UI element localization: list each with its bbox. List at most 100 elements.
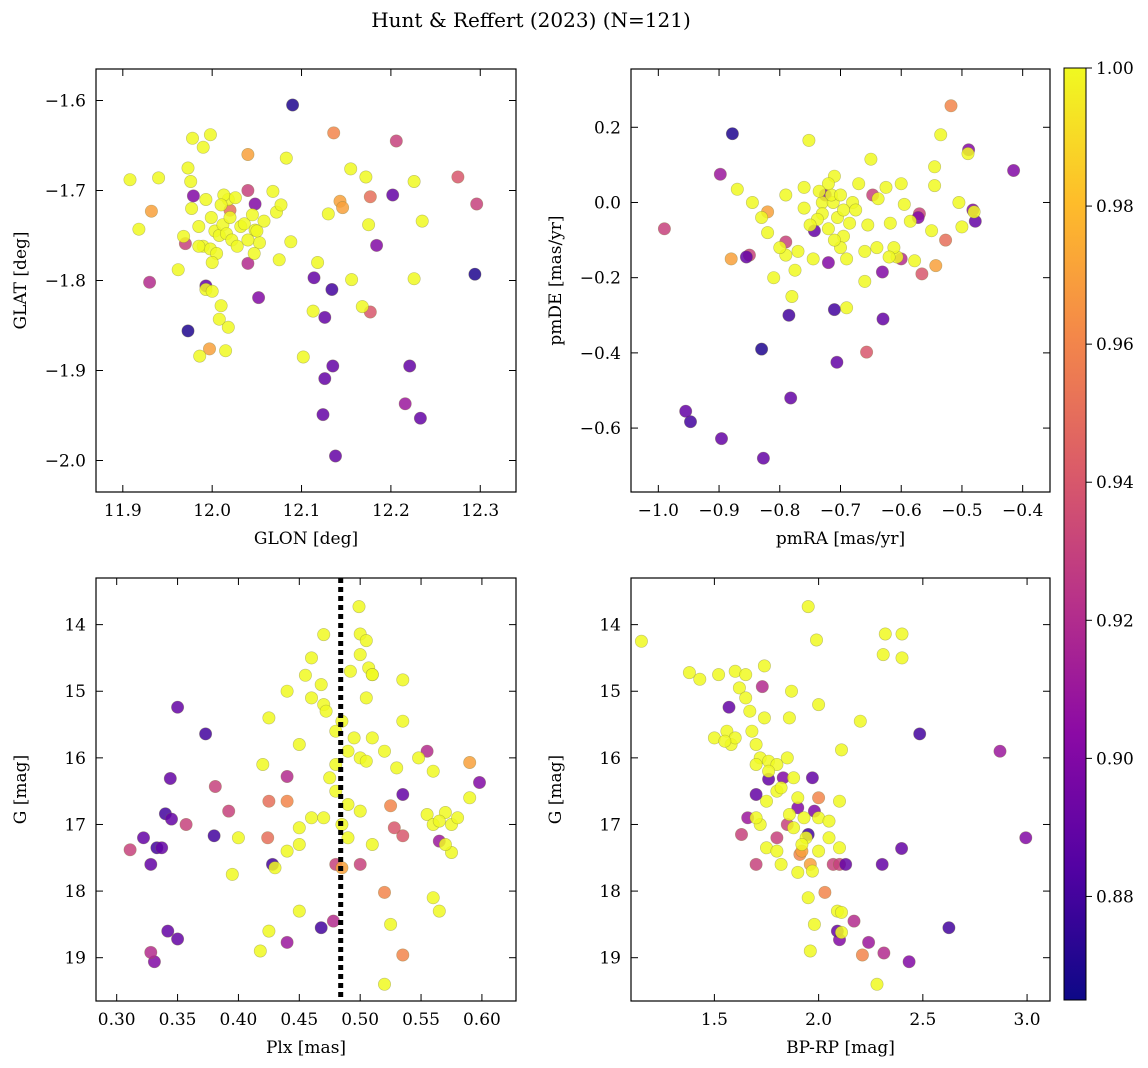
scatter-point	[967, 205, 981, 219]
scatter-point	[714, 432, 728, 446]
scatter-point	[805, 771, 819, 785]
scatter-point	[894, 177, 908, 191]
x-tick-label: 0.35	[159, 1010, 197, 1030]
scatter-point	[353, 648, 367, 662]
scatter-point	[359, 634, 373, 648]
scatter-point	[834, 925, 848, 939]
scatter-point	[858, 274, 872, 288]
scatter-point	[241, 256, 255, 270]
scatter-point	[756, 451, 770, 465]
scatter-point	[184, 175, 198, 189]
scatter-point	[365, 837, 379, 851]
scatter-point	[420, 807, 434, 821]
scatter-point	[407, 272, 421, 286]
scatter-point	[307, 271, 321, 285]
scatter-point	[426, 764, 440, 778]
scatter-point	[432, 814, 446, 828]
y-axis: 14 15 16 17 18 19 G [mag]	[546, 616, 1050, 969]
scatter-point	[212, 312, 226, 326]
scatter-point	[749, 737, 763, 751]
scatter-point	[725, 127, 739, 141]
scatter-point	[241, 184, 255, 198]
x-tick-label: −0.5	[941, 501, 982, 521]
x-tick-label: 2.5	[909, 1010, 936, 1030]
scatter-point	[181, 324, 195, 338]
scatter-point	[245, 208, 259, 222]
scatter-point	[812, 184, 826, 198]
scatter-point	[132, 222, 146, 236]
y-tick-label: 19	[599, 949, 621, 969]
scatter-point	[1019, 831, 1033, 845]
scatter-point	[219, 344, 233, 358]
scatter-point	[253, 236, 267, 250]
scatter-point	[785, 289, 799, 303]
scatter-point	[876, 312, 890, 326]
scatter-point	[870, 977, 884, 991]
scatter-point	[827, 233, 841, 247]
y-axis-label: G [mag]	[546, 755, 566, 824]
y-tick-label: 0.0	[594, 193, 621, 213]
scatter-point	[832, 841, 846, 855]
y-tick-label: 19	[64, 949, 86, 969]
scatter-point	[279, 151, 293, 165]
scatter-point	[326, 359, 340, 373]
x-tick-label: −0.6	[881, 501, 922, 521]
scatter-point	[451, 811, 465, 825]
axes-frame	[630, 577, 1051, 1002]
scatter-point	[683, 415, 697, 429]
scatter-point	[292, 904, 306, 918]
scatter-point	[396, 787, 410, 801]
scatter-point	[472, 775, 486, 789]
y-tick-label: 14	[64, 616, 86, 636]
scatter-point	[870, 241, 884, 255]
scatter-point	[883, 216, 897, 230]
scatter-point	[144, 945, 158, 959]
scatter-point	[955, 220, 969, 234]
scatter-point	[266, 184, 280, 198]
scatter-point	[352, 600, 366, 614]
scatter-point	[657, 222, 671, 236]
scatter-point	[908, 254, 922, 268]
x-axis-label: pmRA [mas/yr]	[776, 529, 905, 549]
scatter-point	[407, 175, 421, 189]
scatter-point	[341, 744, 355, 758]
scatter-point	[712, 668, 726, 682]
scatter-point	[292, 837, 306, 851]
x-axis: 11.9 12.0 12.1 12.2 12.3 GLON [deg]	[104, 69, 499, 549]
x-tick-label: 3.0	[1014, 1010, 1041, 1030]
scatter-point	[222, 804, 236, 818]
scatter-point	[365, 668, 379, 682]
scatter-point	[214, 299, 228, 313]
scatter-point	[855, 948, 869, 962]
scatter-point	[280, 844, 294, 858]
scatter-point	[207, 829, 221, 843]
scatter-point	[993, 744, 1007, 758]
scatter-point	[762, 764, 776, 778]
scatter-point	[365, 731, 379, 745]
scatter-point	[827, 303, 841, 317]
colorbar-tick-label: 1.00	[1096, 59, 1134, 79]
scatter-point	[745, 196, 759, 210]
scatter-point	[377, 885, 391, 899]
scatter-point	[298, 668, 312, 682]
x-tick-label: 0.60	[463, 1010, 501, 1030]
scatter-point	[280, 684, 294, 698]
y-tick-label: −0.4	[580, 344, 621, 364]
y-tick-label: −0.2	[580, 269, 621, 289]
scatter-point	[205, 255, 219, 269]
colorbar-tick-label: 0.90	[1096, 749, 1134, 769]
scatter-point	[795, 837, 809, 851]
scatter-point	[137, 831, 151, 845]
x-tick-label: 0.30	[98, 1010, 136, 1030]
scatter-point	[193, 349, 207, 363]
scatter-point	[939, 233, 953, 247]
scatter-point	[761, 226, 775, 240]
panel-bprp-gmag: 1.5 2.0 2.5 3.0 BP-RP [mag] 14 15 16 17 18 19 G [ma…	[546, 577, 1051, 1058]
scatter-point	[718, 734, 732, 748]
x-axis-label: GLON [deg]	[254, 529, 358, 549]
scatter-point	[396, 714, 410, 728]
x-tick-label: 12.1	[283, 501, 321, 521]
scatter-point	[944, 99, 958, 113]
scatter-point	[241, 148, 255, 162]
scatter-point	[470, 197, 484, 211]
